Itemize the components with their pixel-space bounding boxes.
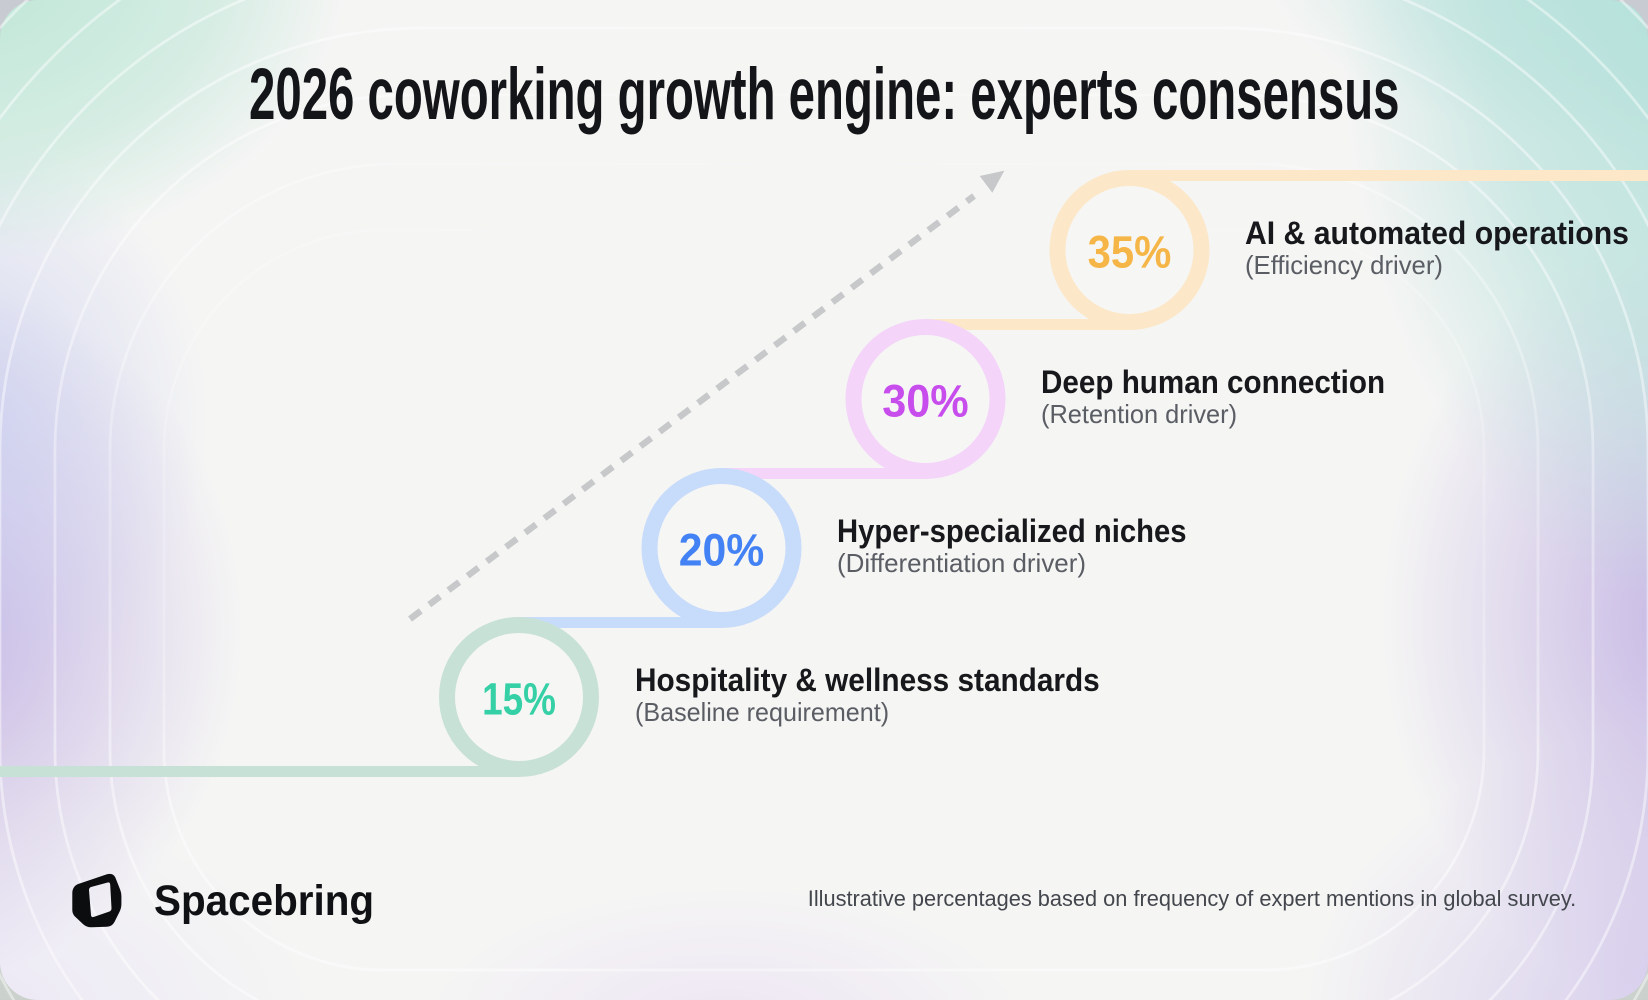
svg-text:30%: 30% xyxy=(882,377,968,427)
svg-text:35%: 35% xyxy=(1088,228,1172,278)
svg-text:15%: 15% xyxy=(482,674,556,724)
svg-text:20%: 20% xyxy=(679,526,765,576)
